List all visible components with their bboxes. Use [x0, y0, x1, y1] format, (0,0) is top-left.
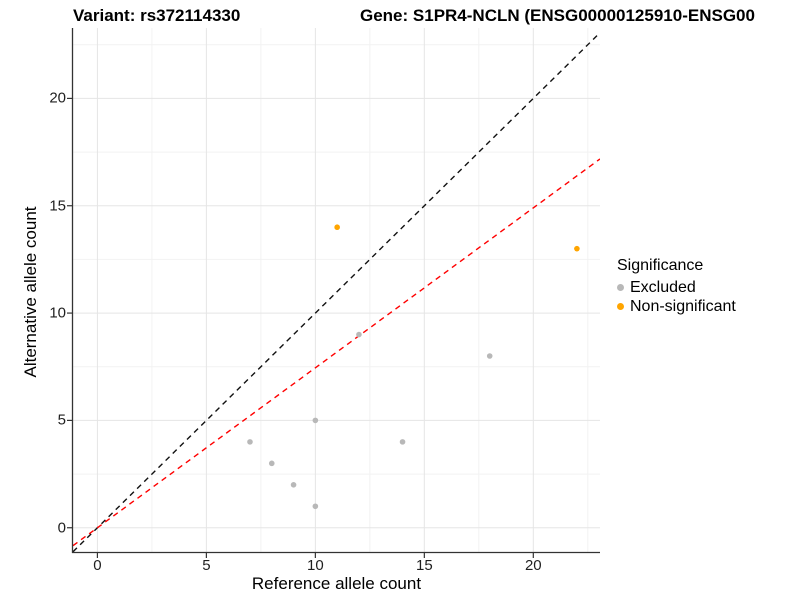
variant-title: Variant: rs372114330 — [73, 6, 241, 25]
legend-item-label: Excluded — [630, 278, 696, 296]
data-point-excluded — [247, 439, 253, 445]
non-significant-dot-icon — [617, 303, 624, 310]
data-point-excluded — [356, 331, 362, 338]
y-axis-title: Alternative allele count — [21, 206, 40, 378]
legend-item-excluded: Excluded — [617, 278, 736, 297]
legend-item-non-significant: Non-significant — [617, 297, 736, 316]
x-tick-label: 10 — [307, 557, 324, 574]
excluded-dot-icon — [617, 284, 624, 291]
data-point-excluded — [312, 417, 319, 424]
data-point-excluded — [312, 503, 319, 510]
x-tick-label: 20 — [524, 557, 542, 574]
x-axis-title: Reference allele count — [251, 574, 422, 593]
data-point-excluded — [290, 482, 297, 488]
x-tick-label: 0 — [93, 557, 102, 574]
legend: Significance Excluded Non-significant — [617, 257, 736, 316]
y-tick-label: 10 — [49, 304, 66, 322]
data-point-non-significant — [334, 224, 340, 231]
data-point-excluded — [486, 353, 493, 359]
x-tick-label: 5 — [202, 557, 211, 574]
x-tick-label: 15 — [415, 557, 433, 574]
y-tick-label: 5 — [57, 411, 66, 429]
identity-line — [73, 32, 600, 552]
data-point-excluded — [268, 460, 275, 467]
expected-ratio-line — [73, 158, 600, 547]
legend-item-label: Non-significant — [630, 297, 736, 315]
data-point-excluded — [399, 439, 406, 445]
y-tick-label: 15 — [49, 197, 66, 215]
gene-title: Gene: S1PR4-NCLN (ENSG00000125910-ENSG00 — [360, 6, 755, 25]
y-tick-label: 20 — [49, 89, 66, 107]
y-tick-label: 0 — [57, 519, 66, 537]
data-point-non-significant — [574, 245, 580, 252]
legend-title: Significance — [617, 257, 704, 274]
